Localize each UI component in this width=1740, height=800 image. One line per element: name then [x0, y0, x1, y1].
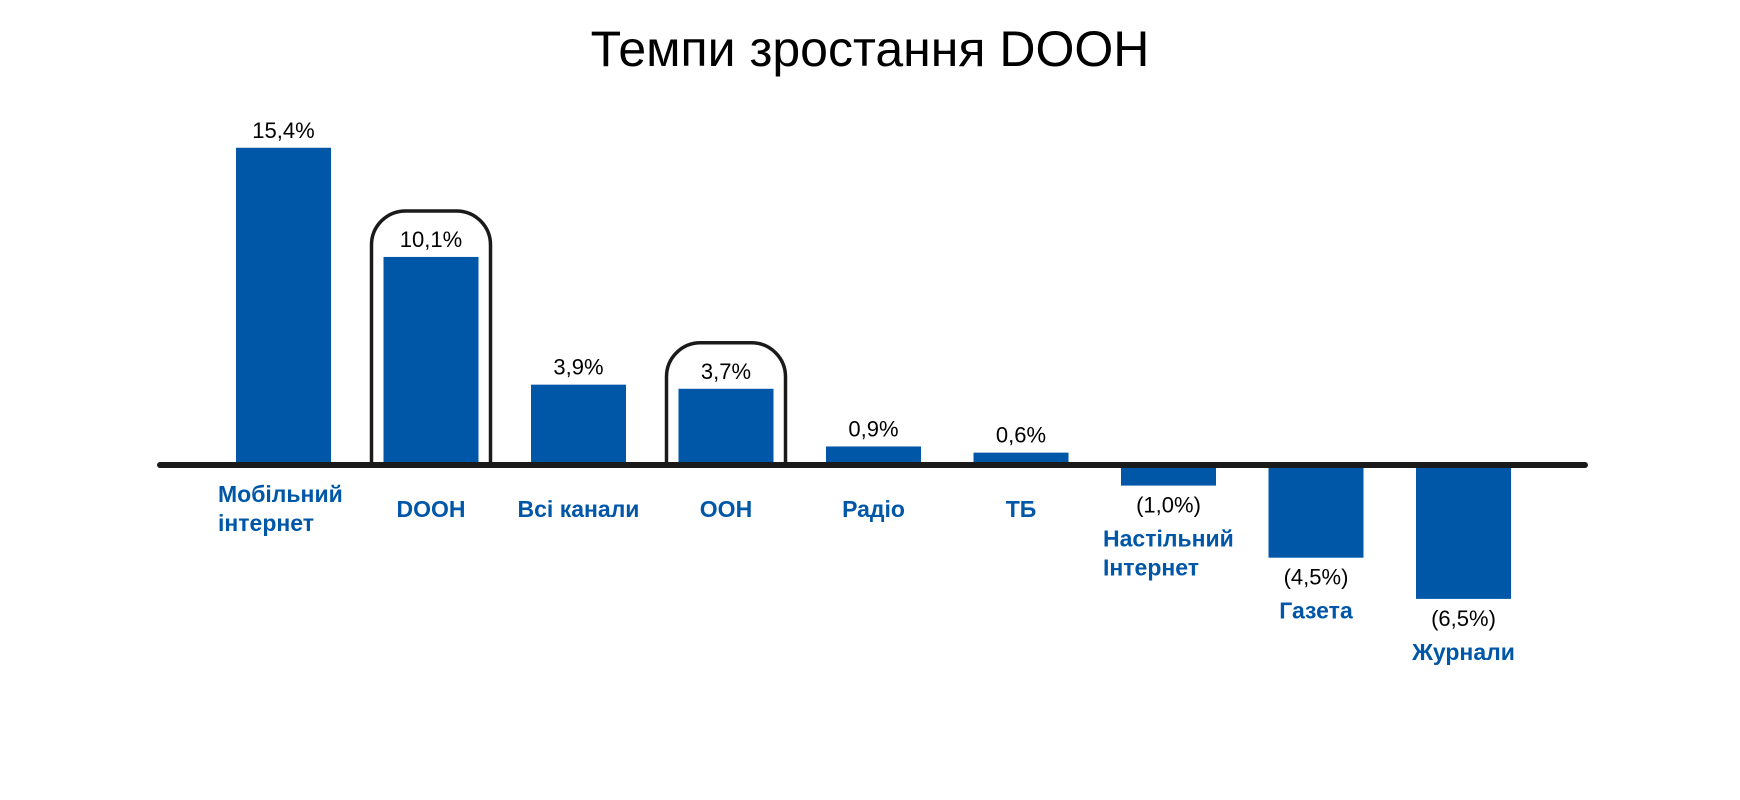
bar-ooh	[678, 388, 774, 465]
value-label-ooh: 3,7%	[701, 359, 751, 384]
value-label-dooh: 10,1%	[400, 227, 462, 252]
highlight-outline-dooh	[369, 209, 493, 465]
category-label-тб: ТБ	[1006, 496, 1037, 522]
bar-настільний-інтернет	[1121, 465, 1216, 486]
category-label-радіо: Радіо	[842, 496, 905, 522]
category-label-dooh: DOOH	[397, 496, 466, 522]
value-label-настільний-інтернет: (1,0%)	[1136, 493, 1201, 518]
chart-title: Темпи зростання DOOH	[591, 21, 1150, 77]
category-label-газета: Газета	[1279, 598, 1353, 624]
category-label-ooh: OOH	[700, 496, 752, 522]
bar-газета	[1268, 465, 1364, 558]
highlight-outline-ooh	[664, 341, 788, 465]
bar-всі-канали	[531, 384, 626, 465]
bars	[236, 147, 1511, 599]
value-label-газета: (4,5%)	[1284, 565, 1349, 590]
category-label-журнали: Журнали	[1411, 639, 1515, 665]
bar-журнали	[1416, 465, 1511, 599]
value-label-радіо: 0,9%	[848, 416, 898, 441]
value-label-мобільний-інтернет: 15,4%	[252, 118, 314, 143]
value-label-тб: 0,6%	[996, 423, 1046, 448]
bar-мобільний-інтернет	[236, 147, 331, 465]
category-label-мобільний-інтернет: Мобільний інтернет	[218, 481, 343, 536]
category-label-настільний-інтернет: Настільний Інтернет	[1103, 526, 1234, 581]
value-label-всі-канали: 3,9%	[553, 355, 603, 380]
bar-dooh	[383, 256, 479, 465]
value-label-журнали: (6,5%)	[1431, 606, 1496, 631]
category-labels: Мобільний інтернет DOOH Всі канали OOH Радіо Т…	[218, 481, 1515, 665]
value-labels: 15,4% 10,1% 3,9% 3,7% 0,9% 0,6% (1,0%) (4,5%) (6…	[252, 118, 1496, 631]
bar-радіо	[826, 446, 921, 465]
category-label-всі-канали: Всі канали	[518, 496, 640, 522]
highlight-outlines	[369, 209, 788, 465]
bar-тб	[973, 452, 1069, 465]
